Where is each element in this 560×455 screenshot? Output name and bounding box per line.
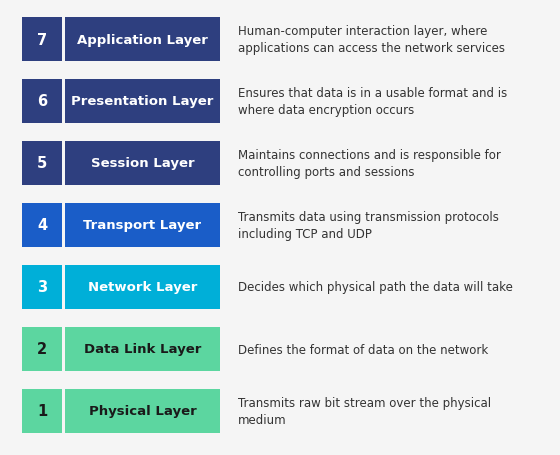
Text: 6: 6 — [37, 94, 47, 109]
Bar — [65, 18, 220, 62]
Text: Transmits raw bit stream over the physical
medium: Transmits raw bit stream over the physic… — [238, 396, 491, 426]
Text: Defines the format of data on the network: Defines the format of data on the networ… — [238, 343, 488, 356]
Bar — [62, 327, 65, 371]
Bar — [22, 203, 62, 248]
Bar — [22, 18, 62, 62]
Bar — [65, 142, 220, 186]
Text: 7: 7 — [37, 32, 47, 47]
Text: Network Layer: Network Layer — [88, 281, 197, 294]
Bar — [22, 327, 62, 371]
Bar — [22, 142, 62, 186]
Bar — [65, 327, 220, 371]
Bar — [62, 389, 65, 433]
Bar — [65, 80, 220, 124]
Text: Physical Layer: Physical Layer — [88, 404, 197, 418]
Text: Data Link Layer: Data Link Layer — [84, 343, 201, 356]
Bar — [62, 142, 65, 186]
Text: Transport Layer: Transport Layer — [83, 219, 202, 232]
Text: Human-computer interaction layer, where
applications can access the network serv: Human-computer interaction layer, where … — [238, 25, 505, 55]
Bar — [22, 265, 62, 309]
Bar — [65, 389, 220, 433]
Bar — [62, 203, 65, 248]
Bar — [65, 265, 220, 309]
Text: Ensures that data is in a usable format and is
where data encryption occurs: Ensures that data is in a usable format … — [238, 86, 507, 117]
Bar — [65, 203, 220, 248]
Text: 3: 3 — [37, 280, 47, 295]
Text: 2: 2 — [37, 342, 47, 357]
Bar — [62, 80, 65, 124]
Text: Session Layer: Session Layer — [91, 157, 194, 170]
Bar — [62, 265, 65, 309]
Bar — [22, 389, 62, 433]
Bar — [22, 80, 62, 124]
Text: Application Layer: Application Layer — [77, 33, 208, 46]
Text: Transmits data using transmission protocols
including TCP and UDP: Transmits data using transmission protoc… — [238, 210, 499, 241]
Text: 1: 1 — [37, 404, 47, 419]
Text: 5: 5 — [37, 156, 47, 171]
Bar — [62, 18, 65, 62]
Text: Decides which physical path the data will take: Decides which physical path the data wil… — [238, 281, 513, 294]
Text: 4: 4 — [37, 218, 47, 233]
Text: Presentation Layer: Presentation Layer — [71, 95, 214, 108]
Text: Maintains connections and is responsible for
controlling ports and sessions: Maintains connections and is responsible… — [238, 148, 501, 179]
